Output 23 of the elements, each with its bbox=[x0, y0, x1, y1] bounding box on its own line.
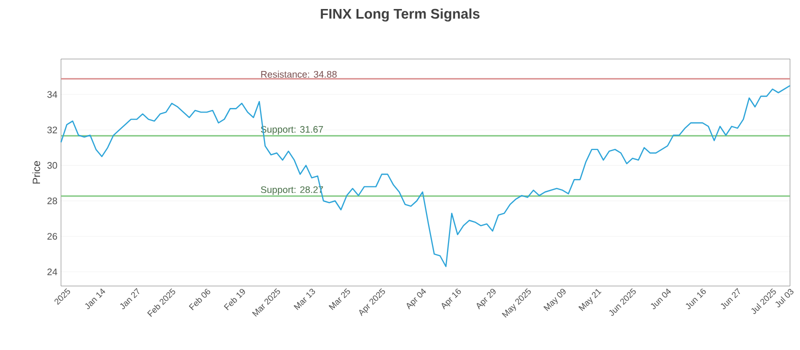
x-tick-label: Feb 06 bbox=[188, 288, 210, 310]
x-tick-label: Jan 27 bbox=[120, 288, 140, 310]
y-tick-label: 28 bbox=[47, 198, 58, 204]
x-tick-label: Apr 16 bbox=[442, 288, 461, 310]
x-tick-label: Jan 14 bbox=[85, 288, 106, 310]
y-tick-label: 34 bbox=[47, 91, 58, 98]
y-tick-label: 26 bbox=[47, 232, 58, 240]
x-tick-label: Jun 27 bbox=[720, 288, 740, 310]
x-tick-label: Mar 13 bbox=[294, 288, 316, 310]
x-tick-label: Jul 03 bbox=[775, 288, 794, 308]
x-tick-label: Jun 16 bbox=[686, 288, 706, 310]
ref-line-label: Resistance: 34.88 bbox=[261, 70, 337, 78]
x-tick-label: Mar 25 bbox=[328, 288, 350, 310]
x-tick-label: Apr 04 bbox=[406, 288, 426, 310]
y-tick-label: 30 bbox=[47, 162, 58, 169]
x-tick-label: May 21 bbox=[578, 289, 602, 312]
y-tick-label: 24 bbox=[47, 268, 58, 276]
chart-title: FINX Long Term Signals bbox=[320, 8, 480, 22]
x-tick-label: Jun 04 bbox=[650, 288, 671, 310]
x-tick-label: Apr 29 bbox=[476, 288, 496, 310]
x-tick-label: Feb 19 bbox=[224, 288, 245, 310]
y-axis-title: Price bbox=[32, 161, 40, 184]
y-tick-label: 32 bbox=[47, 126, 58, 134]
